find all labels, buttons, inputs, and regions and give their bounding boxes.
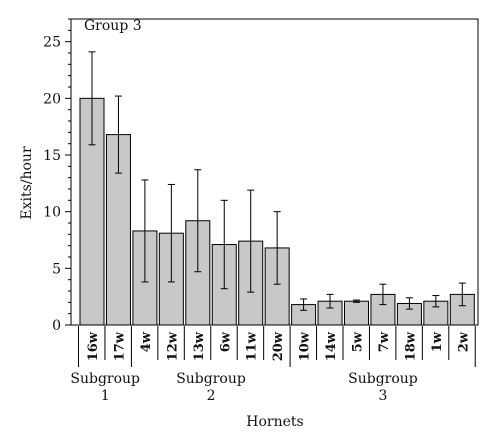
x-tick-label: 11w [245, 331, 260, 361]
x-tick-label: 1w [430, 331, 445, 352]
x-tick-label: 14w [324, 331, 339, 361]
x-tick-label: 4w [139, 331, 154, 352]
y-tick-label: 20 [43, 91, 61, 107]
x-tick-label: 5w [351, 331, 366, 352]
x-tick-label: 12w [165, 331, 180, 361]
group-number: 2 [207, 388, 216, 404]
x-tick-label: 10w [298, 331, 313, 361]
y-tick-label: 5 [52, 261, 61, 277]
group-label: Subgroup [348, 371, 418, 387]
y-tick-label: 25 [43, 35, 61, 51]
y-tick-label: 15 [43, 148, 61, 164]
x-tick-label: 13w [192, 331, 207, 361]
group-label: Subgroup [176, 371, 246, 387]
group-label: Subgroup [70, 371, 140, 387]
x-axis-label: Hornets [246, 414, 303, 430]
x-tick-label: 2w [456, 331, 471, 352]
y-axis-label: Exits/hour [19, 146, 35, 220]
x-tick-label: 17w [112, 331, 127, 361]
bar [344, 300, 369, 326]
x-tick-label: 20w [271, 331, 286, 361]
group-number: 3 [378, 388, 387, 404]
y-tick-label: 10 [43, 205, 61, 221]
y-tick-label: 0 [52, 318, 61, 334]
x-tick-label: 16w [86, 331, 101, 361]
x-tick-label: 18w [403, 331, 418, 361]
x-tick-label: 6w [218, 331, 233, 352]
chart-title: Group 3 [84, 18, 142, 34]
x-tick-label: 7w [377, 331, 392, 352]
group-number: 1 [101, 388, 110, 404]
